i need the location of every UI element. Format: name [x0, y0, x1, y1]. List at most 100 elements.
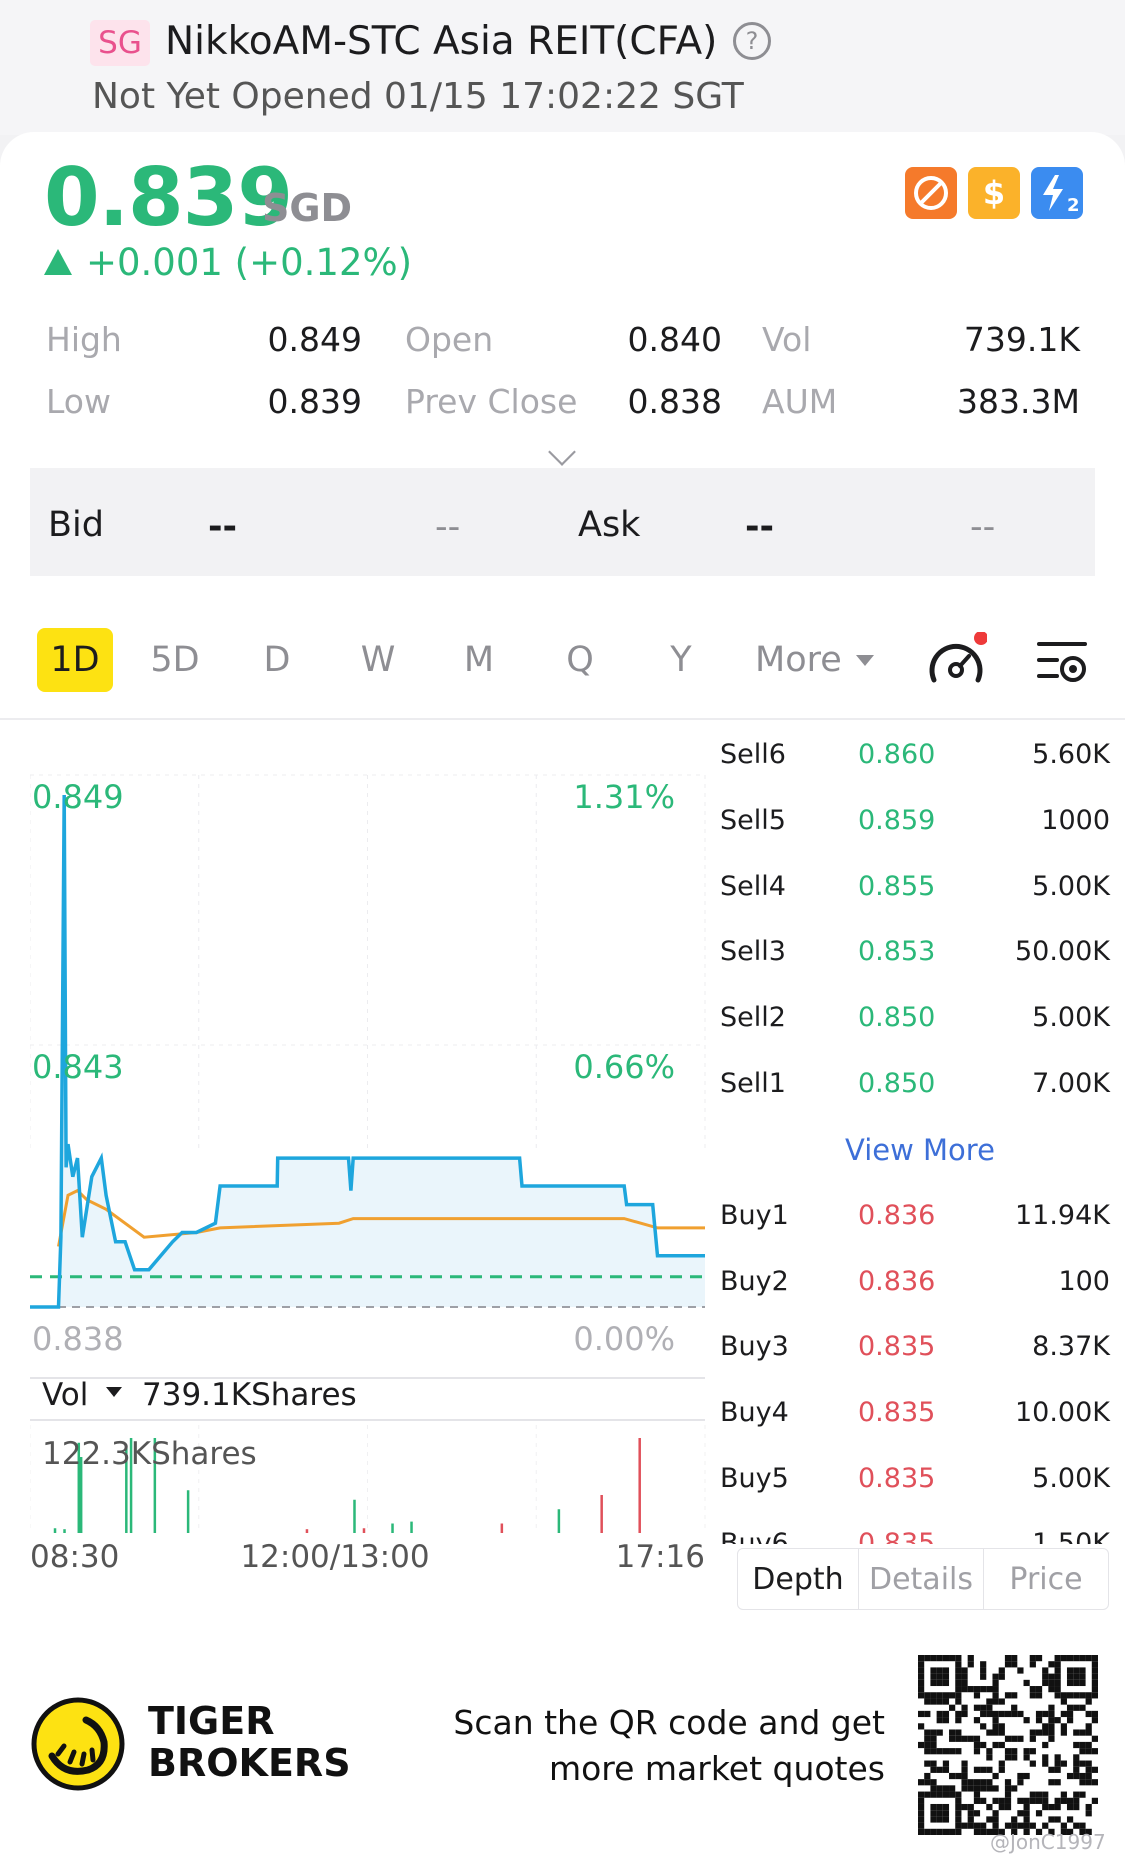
scan-qr-text: Scan the QR code and get more market quo… [453, 1703, 885, 1788]
more-label: More [755, 640, 842, 680]
buy-level-label: Buy4 [720, 1397, 789, 1428]
sell-level-price: 0.859 [858, 805, 936, 836]
buy-level-price: 0.835 [858, 1397, 936, 1428]
volume-bar [129, 1438, 133, 1533]
volume-bar [638, 1438, 641, 1533]
volume-bar [77, 1442, 81, 1533]
price-area [30, 795, 705, 1307]
brand-name: TIGER BROKERS [148, 1700, 351, 1784]
sell-level-volume: 5.60K [1032, 739, 1110, 770]
buy-level-volume: 100 [1058, 1266, 1110, 1297]
prev-close-label: Prev Close [405, 382, 578, 421]
volume-bar [353, 1499, 356, 1533]
caret-down-icon [855, 655, 874, 666]
volume-bar [305, 1529, 309, 1533]
market-badge: SG [90, 20, 150, 66]
volume-bar [63, 1529, 66, 1533]
chart-section [0, 600, 1125, 1640]
buy-level-volume: 5.00K [1032, 1463, 1110, 1494]
sell-level-volume: 7.00K [1032, 1068, 1110, 1099]
tab-w[interactable]: W [360, 640, 396, 680]
buy-level-volume: 11.94K [1014, 1200, 1110, 1231]
level2-icon[interactable]: 2 [1031, 167, 1083, 219]
y-tick-right-mid: 0.66% [573, 1048, 675, 1086]
tab-y[interactable]: Y [670, 640, 692, 680]
volume-bar [600, 1495, 603, 1533]
tab-m[interactable]: M [463, 640, 495, 680]
open-value: 0.840 [627, 320, 722, 359]
sell-level-volume: 5.00K [1032, 871, 1110, 902]
x-tick-start: 08:30 [30, 1539, 119, 1575]
view-more-link[interactable]: View More [845, 1133, 995, 1167]
svg-text:2: 2 [1067, 195, 1080, 216]
tab-d[interactable]: D [263, 640, 291, 680]
header-bar [0, 0, 1125, 135]
qr-code [918, 1655, 1098, 1835]
y-tick-right-top: 1.31% [573, 778, 675, 816]
price-line [30, 794, 705, 1309]
volume-bar [500, 1523, 504, 1533]
buy6-row-clipped: Buy6 0.835 1.50K [715, 1530, 1115, 1544]
bid-label: Bid [48, 505, 104, 545]
intraday-chart[interactable]: 0.849 0.843 0.838 1.31% 0.66% 0.00% Vol … [30, 720, 710, 1580]
y-tick-left-mid: 0.843 [32, 1048, 124, 1086]
y-tick-left-bottom: 0.838 [32, 1320, 124, 1358]
bid-size: -- [435, 507, 461, 547]
buy-level-price: 0.835 [858, 1530, 935, 1544]
sell-level-price: 0.853 [858, 936, 936, 967]
watermark: @JonC1997 [990, 1830, 1106, 1854]
currency-label: SGD [262, 186, 353, 230]
ask-label: Ask [578, 505, 641, 545]
x-tick-end: 17:16 [616, 1539, 705, 1575]
volume-bar [362, 1528, 366, 1533]
vol-total: 739.1KShares [142, 1377, 357, 1413]
price-change-text: +0.001 (+0.12%) [86, 241, 413, 284]
tab-details[interactable]: Details [858, 1548, 984, 1610]
sell-level-label: Sell6 [720, 739, 786, 770]
ask-size: -- [970, 507, 996, 547]
last-price: 0.839 [44, 151, 293, 244]
sell-level-price: 0.860 [858, 739, 936, 770]
sell-level-price: 0.850 [858, 1068, 936, 1099]
sell-level-volume: 1000 [1041, 805, 1110, 836]
vol-value: 739.1K [963, 320, 1080, 359]
sell-level-price: 0.850 [858, 1002, 936, 1033]
volume-bar [153, 1438, 157, 1533]
buy-level-label: Buy2 [720, 1266, 789, 1297]
dividend-icon[interactable]: $ [968, 167, 1020, 219]
gauge-icon[interactable] [925, 631, 988, 690]
tiger-brokers-logo [30, 1696, 126, 1792]
ask-price: -- [745, 507, 775, 547]
market-status: Not Yet Opened 01/15 17:02:22 SGT [92, 76, 744, 117]
high-label: High [46, 320, 122, 359]
aum-value: 383.3M [957, 382, 1080, 421]
chart-settings-icon[interactable] [1035, 636, 1093, 688]
vol-label: Vol [42, 1377, 88, 1413]
sell-level-label: Sell5 [720, 805, 786, 836]
buy-level-volume: 8.37K [1032, 1331, 1110, 1362]
vol-label: Vol [762, 320, 812, 359]
volume-bar [186, 1490, 190, 1533]
brand-line2: BROKERS [148, 1741, 351, 1785]
buy-level-price: 0.836 [858, 1266, 936, 1297]
tab-5d[interactable]: 5D [150, 640, 200, 680]
no-short-icon[interactable] [905, 167, 957, 219]
tab-depth[interactable]: Depth [737, 1548, 859, 1610]
volume-bar [410, 1521, 413, 1533]
tab-q[interactable]: Q [566, 640, 594, 680]
tab-1d[interactable]: 1D [37, 628, 113, 692]
tab-divider [0, 718, 1125, 720]
volume-bars [53, 1438, 641, 1533]
sell-level-label: Sell1 [720, 1068, 786, 1099]
more-dropdown[interactable]: More [755, 628, 895, 692]
volume-grid [30, 1425, 706, 1533]
tab-price[interactable]: Price [983, 1548, 1109, 1610]
aum-label: AUM [762, 382, 838, 421]
buy-level-label: Buy1 [720, 1200, 789, 1231]
volume-bar [79, 1457, 83, 1533]
prev-close-value: 0.838 [627, 382, 722, 421]
bid-price: -- [208, 507, 238, 547]
help-icon[interactable]: ? [733, 22, 771, 60]
sell-level-volume: 5.00K [1032, 1002, 1110, 1033]
vol-caret-icon [106, 1387, 122, 1397]
